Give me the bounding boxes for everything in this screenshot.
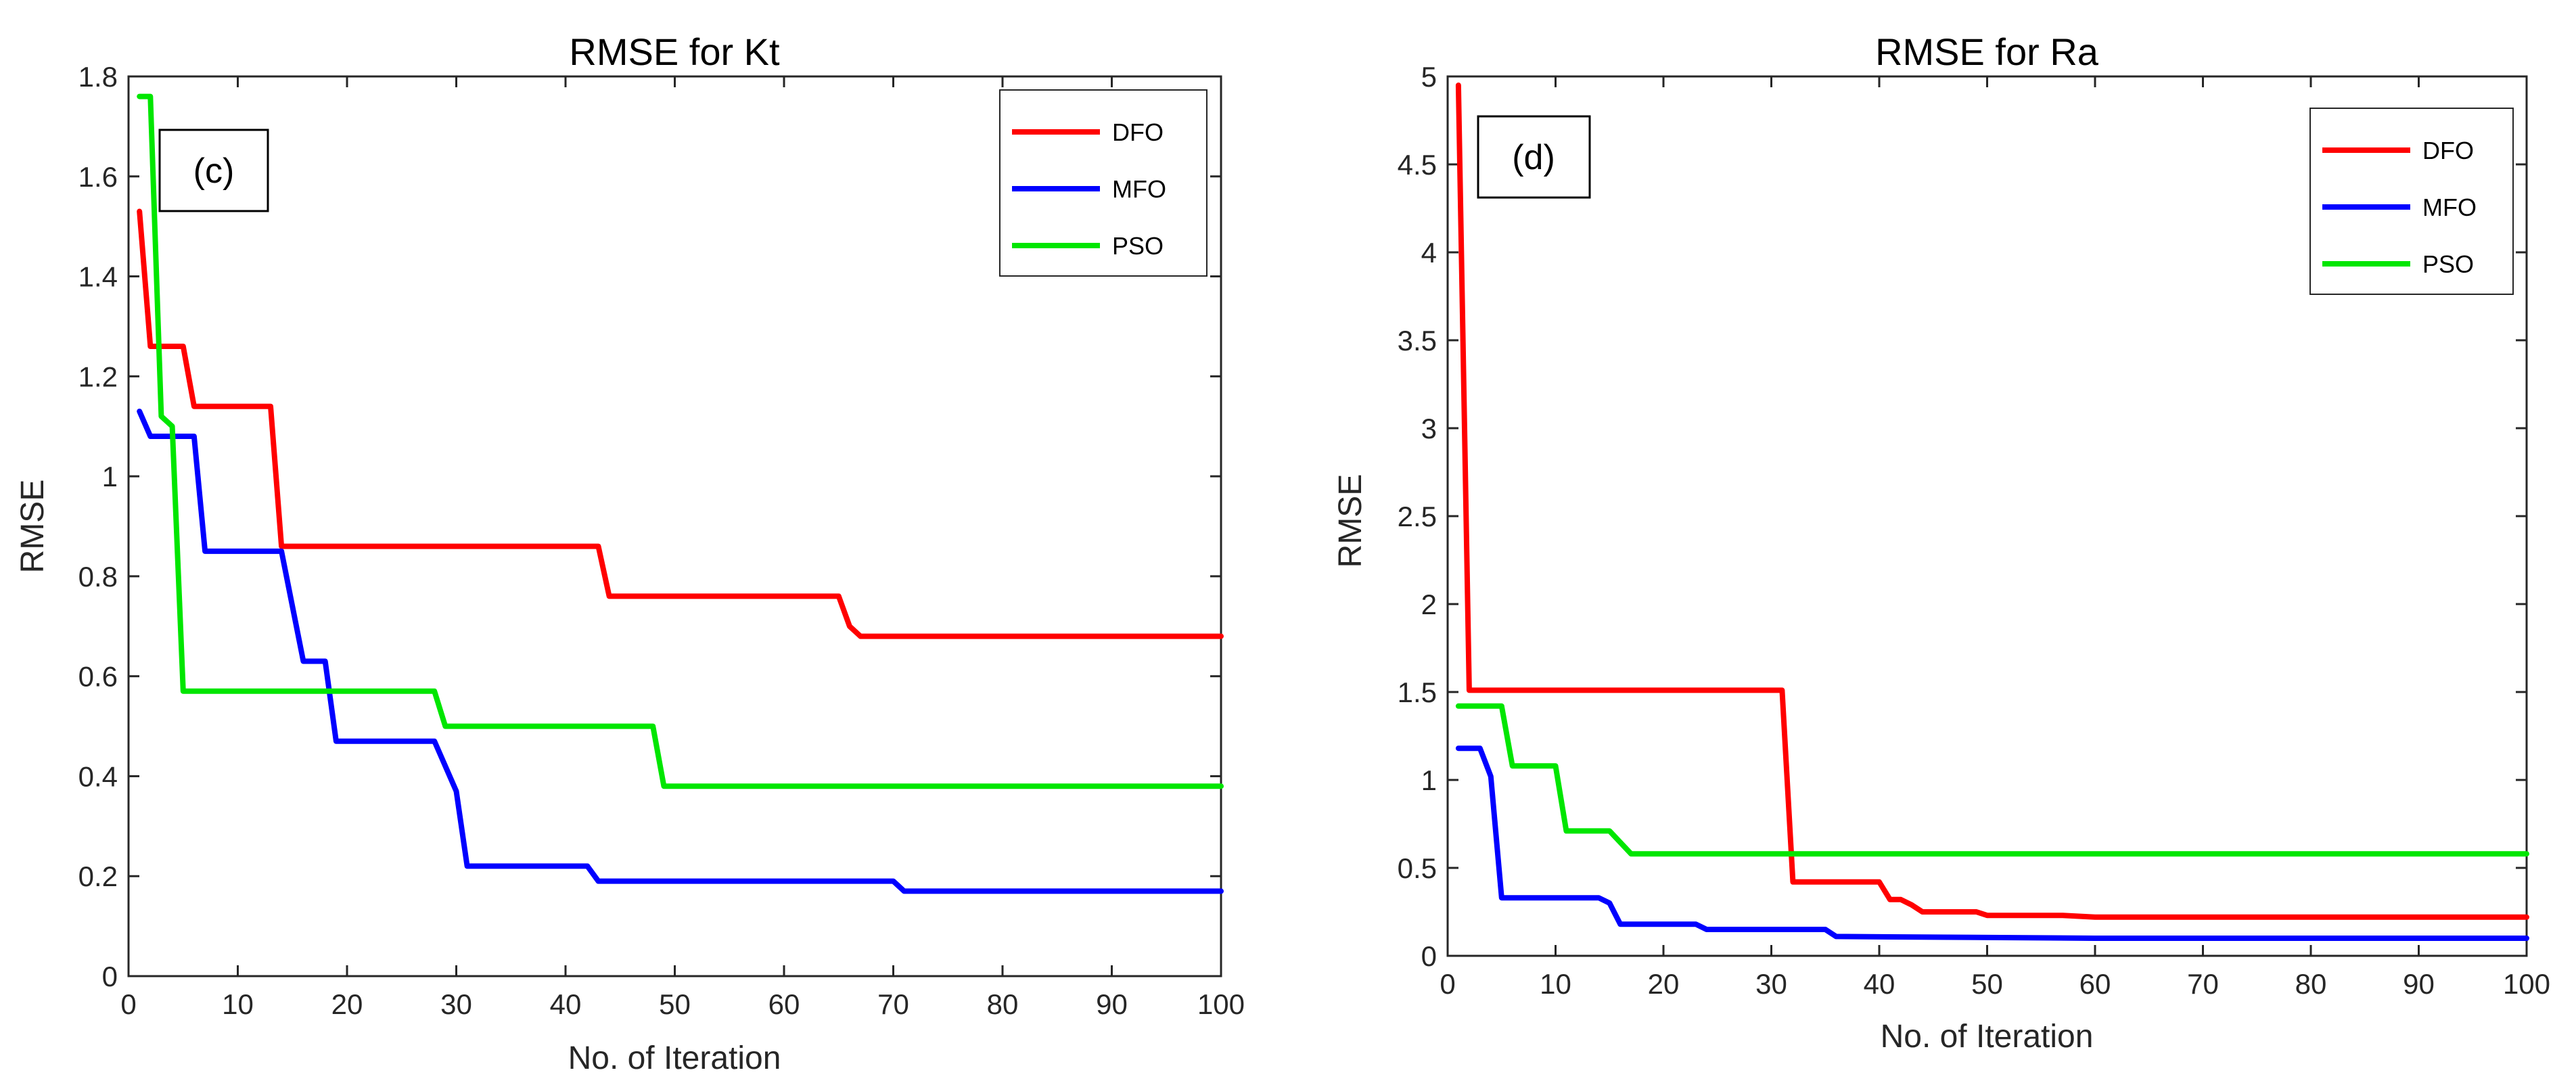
y-tick-label: 0 bbox=[1421, 940, 1437, 972]
y-tick-label: 4.5 bbox=[1398, 149, 1437, 181]
y-tick-label: 0.4 bbox=[78, 760, 118, 792]
x-tick-label: 50 bbox=[659, 988, 691, 1020]
x-tick-label: 30 bbox=[1755, 968, 1787, 1000]
series-lines bbox=[1455, 83, 2529, 941]
panel-tag: (d) bbox=[1512, 138, 1555, 177]
y-tick-label: 1.4 bbox=[78, 261, 118, 293]
x-tick-label: 80 bbox=[987, 988, 1019, 1020]
y-tick-label: 3.5 bbox=[1398, 325, 1437, 356]
x-tick-label: 10 bbox=[1540, 968, 1571, 1000]
x-tick-label: 70 bbox=[877, 988, 909, 1020]
y-tick-label: 3 bbox=[1421, 413, 1437, 444]
legend: DFO MFO PSO bbox=[999, 89, 1208, 277]
x-tick-label: 70 bbox=[2187, 968, 2219, 1000]
legend: DFO MFO PSO bbox=[2309, 108, 2514, 295]
x-tick-label: 0 bbox=[1440, 968, 1455, 1000]
series-line-pso bbox=[137, 93, 1224, 789]
legend-label-pso: PSO bbox=[2422, 250, 2474, 278]
panel-tag-box bbox=[158, 129, 269, 212]
chart-panel-ra: RMSE for Ra 0 10 20 30 40 50 60 70 80 90 100 0 0.5 1 1… bbox=[1333, 30, 2550, 1055]
x-tick-label: 40 bbox=[550, 988, 582, 1020]
chart-panel-kt: RMSE for Kt 0 10 20 30 40 50 60 70 80 90 100 0 0.2 0.… bbox=[15, 30, 1245, 1076]
y-tick-label: 0.8 bbox=[78, 561, 118, 593]
y-tick-label: 0.5 bbox=[1398, 852, 1437, 884]
x-tick-label: 100 bbox=[1197, 988, 1245, 1020]
chart-title: RMSE for Kt bbox=[569, 30, 780, 73]
x-axis-label: No. of Iteration bbox=[568, 1040, 781, 1076]
y-tick-label: 5 bbox=[1421, 61, 1437, 93]
legend-label-dfo: DFO bbox=[1112, 118, 1164, 146]
series-lines bbox=[137, 93, 1224, 894]
y-tick-label: 1 bbox=[102, 461, 118, 492]
series-line-mfo bbox=[137, 409, 1224, 894]
y-tick-label: 1 bbox=[1421, 764, 1437, 796]
panel-tag-box bbox=[1477, 115, 1591, 199]
y-tick-label: 0.2 bbox=[78, 860, 118, 892]
x-tick-label: 90 bbox=[2403, 968, 2435, 1000]
y-tick-label: 0 bbox=[102, 961, 118, 992]
x-axis-label: No. of Iteration bbox=[1881, 1019, 2094, 1055]
x-tick-label: 50 bbox=[1971, 968, 2003, 1000]
x-tick-label: 10 bbox=[222, 988, 254, 1020]
x-tick-label: 60 bbox=[768, 988, 800, 1020]
y-axis-label: RMSE bbox=[1333, 474, 1368, 568]
y-tick-label: 1.5 bbox=[1398, 676, 1437, 708]
legend-label-mfo: MFO bbox=[1112, 175, 1166, 203]
x-tick-label: 0 bbox=[120, 988, 136, 1020]
y-tick-label: 1.8 bbox=[78, 61, 118, 93]
axis-ticks: 0 10 20 30 40 50 60 70 80 90 100 0 0.2 0.4 0.6 0.8 1 1.2 1… bbox=[78, 61, 1245, 1020]
axis-ticks: 0 10 20 30 40 50 60 70 80 90 100 0 0.5 1 1.5 2 2.5 3 3.5 4 4… bbox=[1398, 61, 2550, 1000]
y-tick-label: 1.6 bbox=[78, 161, 118, 193]
x-tick-label: 80 bbox=[2295, 968, 2327, 1000]
y-axis-label: RMSE bbox=[15, 480, 51, 574]
panel-tag: (c) bbox=[193, 152, 235, 191]
x-tick-label: 40 bbox=[1864, 968, 1895, 1000]
series-line-dfo bbox=[137, 208, 1224, 639]
x-tick-label: 30 bbox=[440, 988, 472, 1020]
x-tick-label: 100 bbox=[2503, 968, 2550, 1000]
series-line-dfo bbox=[1455, 83, 2529, 920]
legend-label-pso: PSO bbox=[1112, 232, 1164, 260]
x-tick-label: 60 bbox=[2079, 968, 2111, 1000]
series-line-pso bbox=[1455, 703, 2529, 857]
chart-title: RMSE for Ra bbox=[1875, 30, 2099, 73]
legend-label-mfo: MFO bbox=[2422, 193, 2477, 221]
y-tick-label: 4 bbox=[1421, 237, 1437, 269]
y-tick-label: 0.6 bbox=[78, 661, 118, 693]
x-tick-label: 20 bbox=[331, 988, 363, 1020]
x-tick-label: 90 bbox=[1096, 988, 1128, 1020]
y-tick-label: 2.5 bbox=[1398, 501, 1437, 532]
legend-label-dfo: DFO bbox=[2422, 137, 2474, 164]
series-line-mfo bbox=[1455, 745, 2529, 941]
y-tick-label: 1.2 bbox=[78, 361, 118, 392]
y-tick-label: 2 bbox=[1421, 589, 1437, 620]
x-tick-label: 20 bbox=[1648, 968, 1680, 1000]
